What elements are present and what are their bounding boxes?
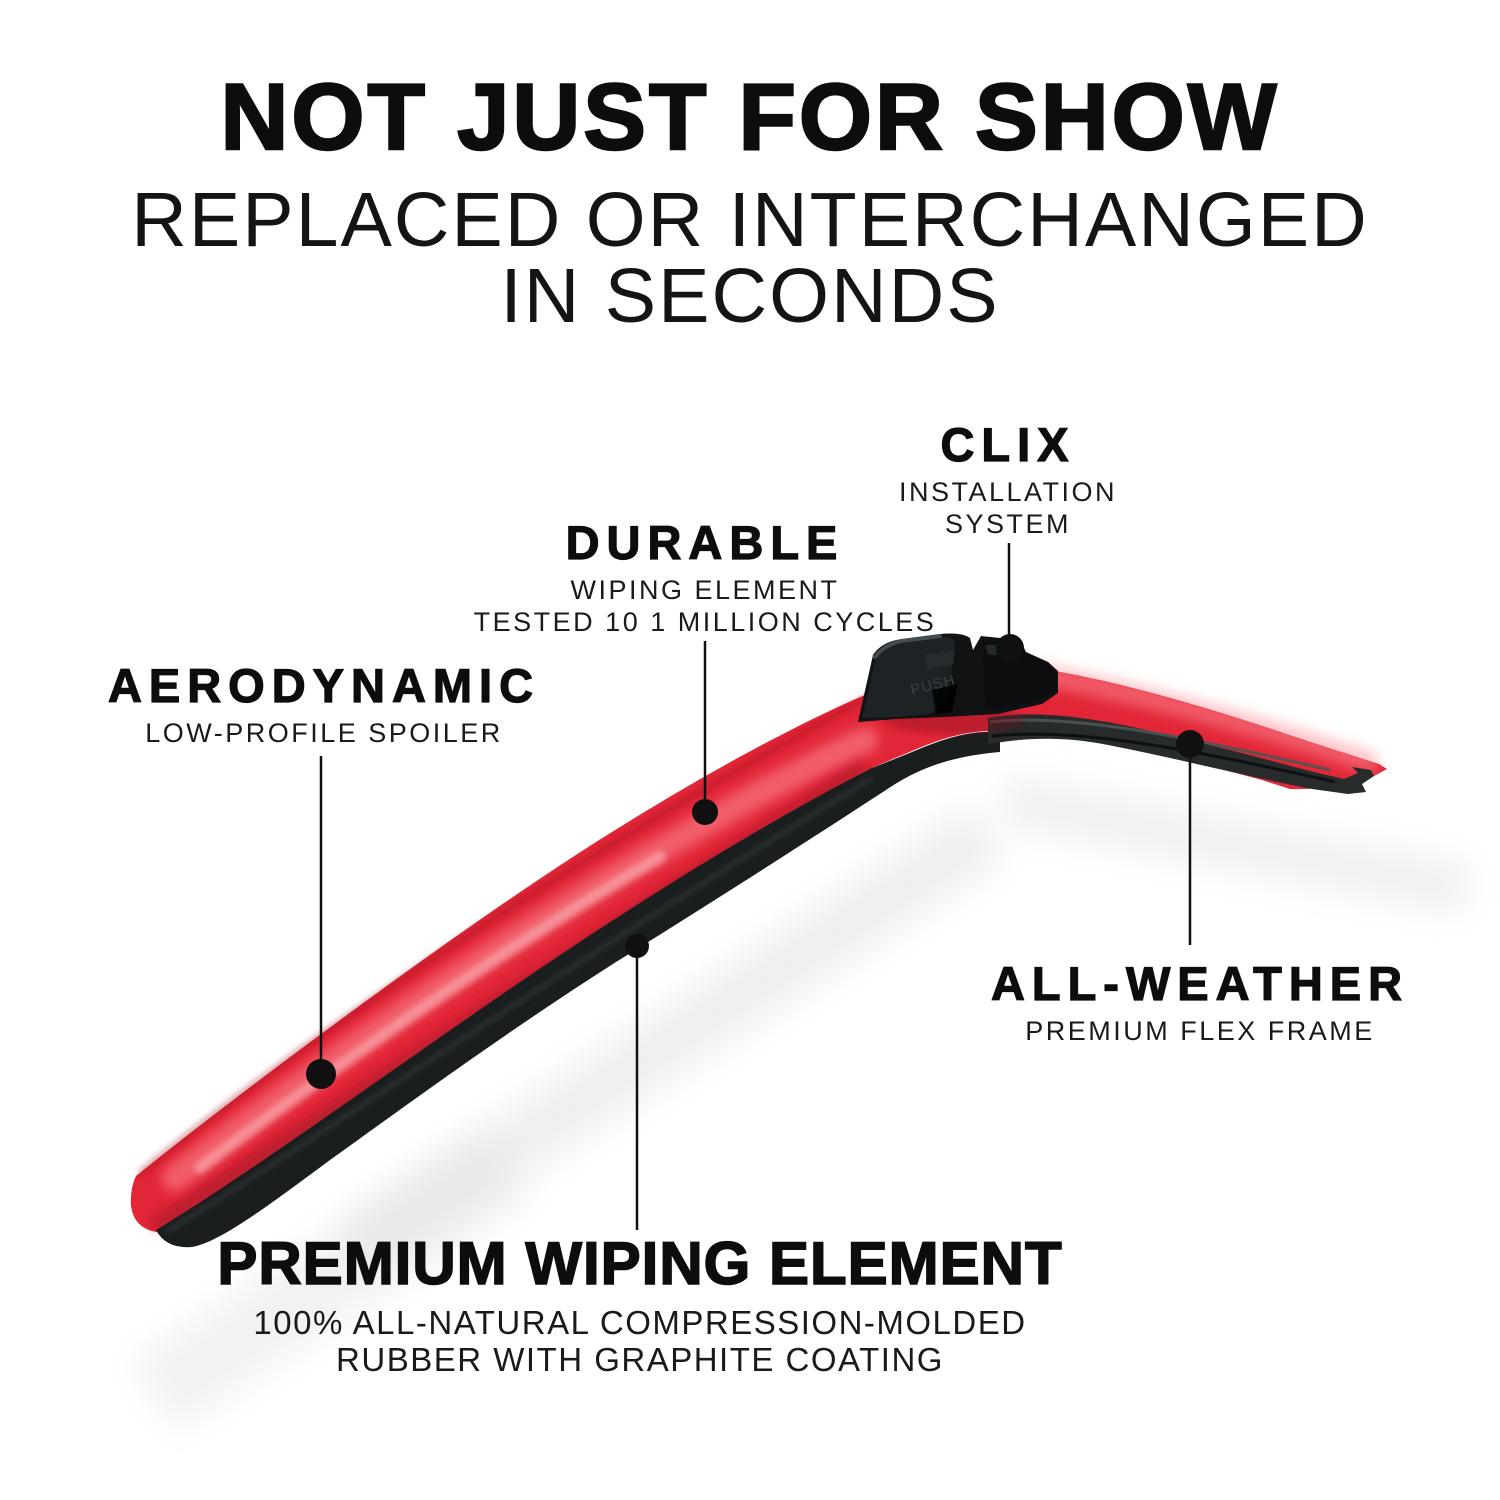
shadow-band xyxy=(999,775,1471,915)
page-subtitle: REPLACED OR INTERCHANGED IN SECONDS xyxy=(0,177,1500,339)
red-top-rim-shade xyxy=(138,676,904,1176)
callout-durable-title: DURABLE xyxy=(565,516,845,569)
callout-premium-wiping: PREMIUM WIPING ELEMENT 100% ALL-NATURAL … xyxy=(160,1230,1120,1378)
callout-clix-title: CLIX xyxy=(940,418,1076,471)
callout-aerodynamic-sub-line1: LOW-PROFILE SPOILER xyxy=(145,718,503,749)
callout-aerodynamic-title: AERODYNAMIC xyxy=(107,659,541,712)
connector-jaw-notch xyxy=(932,684,958,714)
callout-dot-aerodynamic xyxy=(306,1059,336,1089)
callout-durable-subtitle: WIPING ELEMENT TESTED 10 1 MILLION CYCLE… xyxy=(385,574,1025,638)
shadow-band xyxy=(132,1130,528,1430)
callout-premium-subtitle: 100% ALL-NATURAL COMPRESSION-MOLDED RUBB… xyxy=(160,1304,1120,1378)
callout-aerodynamic-subtitle: LOW-PROFILE SPOILER xyxy=(4,717,644,749)
callout-dot-all-weather xyxy=(1176,730,1204,758)
red-highlight-streak xyxy=(162,727,878,1191)
shadow-band xyxy=(335,805,1005,1279)
callout-premium-sub-line2: RUBBER WITH GRAPHITE COATING xyxy=(336,1341,944,1378)
callout-dot-premium xyxy=(625,934,649,958)
callout-premium-title: PREMIUM WIPING ELEMENT xyxy=(217,1230,1063,1297)
callout-durable: DURABLE WIPING ELEMENT TESTED 10 1 MILLI… xyxy=(385,516,1025,638)
header: NOT JUST FOR SHOW REPLACED OR INTERCHANG… xyxy=(0,64,1500,339)
callout-all-weather-title: ALL-WEATHER xyxy=(990,957,1410,1010)
rubber-ridge-highlight xyxy=(165,776,873,1234)
blade-shadow xyxy=(132,775,1471,1430)
page-subtitle-line1: REPLACED OR INTERCHANGED xyxy=(131,177,1369,263)
red-right-arm-light xyxy=(1004,659,1379,773)
callout-durable-sub-line2: TESTED 10 1 MILLION CYCLES xyxy=(473,607,937,638)
callout-aerodynamic: AERODYNAMIC LOW-PROFILE SPOILER xyxy=(4,659,644,749)
page-subtitle-line2: IN SECONDS xyxy=(500,253,1000,339)
callout-all-weather: ALL-WEATHER PREMIUM FLEX FRAME xyxy=(880,957,1500,1047)
callout-clix-sub-line1: INSTALLATION xyxy=(898,477,1118,508)
callout-pointers xyxy=(319,543,1192,1230)
callout-all-weather-sub-line1: PREMIUM FLEX FRAME xyxy=(1025,1016,1375,1047)
callout-dot-durable xyxy=(692,799,718,825)
page-title: NOT JUST FOR SHOW xyxy=(219,64,1280,169)
callout-all-weather-subtitle: PREMIUM FLEX FRAME xyxy=(880,1015,1500,1047)
blade-rubber-strip xyxy=(156,731,1000,1248)
connector-top-highlight xyxy=(873,634,942,659)
callout-premium-sub-line1: 100% ALL-NATURAL COMPRESSION-MOLDED xyxy=(253,1304,1027,1341)
red-highlight-core xyxy=(194,851,666,1174)
callout-dots xyxy=(306,634,1204,1089)
callout-clix-sub-line2: SYSTEM xyxy=(944,509,1072,540)
callout-dot-clix xyxy=(996,634,1024,662)
frame-groove-dark xyxy=(991,732,1336,784)
connector-latch-tab xyxy=(925,650,955,669)
callout-durable-sub-line1: WIPING ELEMENT xyxy=(570,575,840,606)
callout-clix: CLIX INSTALLATION SYSTEM xyxy=(688,418,1328,540)
callout-clix-subtitle: INSTALLATION SYSTEM xyxy=(688,476,1328,540)
